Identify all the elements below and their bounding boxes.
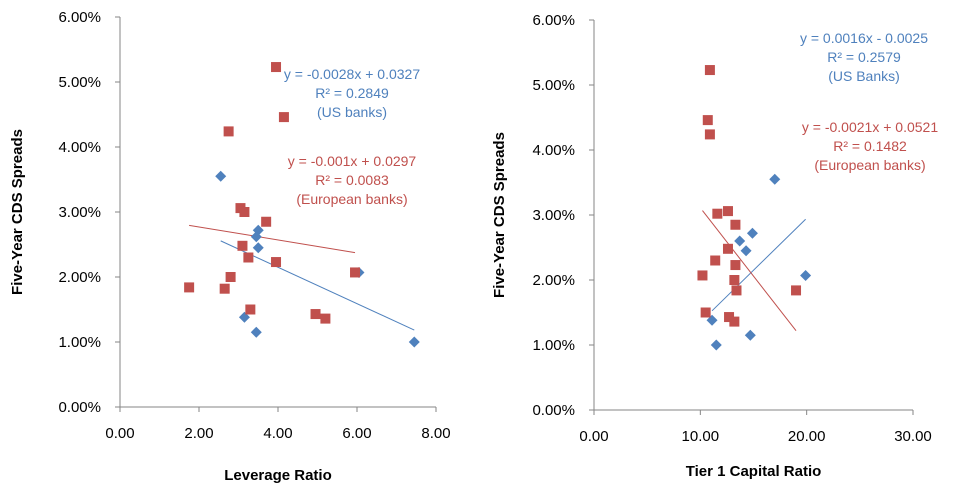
eu-point [730, 260, 741, 271]
us-point [800, 269, 812, 281]
y-tick-label: 3.00% [58, 204, 101, 221]
eu-point [271, 62, 282, 73]
us-regression-label: (US Banks) [828, 68, 900, 84]
us-point [710, 339, 722, 351]
us-regression-label: R² = 0.2579 [827, 49, 901, 65]
us-point [706, 314, 718, 326]
eu-regression-label: R² = 0.1482 [833, 138, 907, 154]
eu-regression-label: y = -0.0021x + 0.0521 [802, 119, 938, 135]
x-tick-label: 8.00 [421, 425, 450, 442]
eu-point [223, 126, 234, 137]
y-tick-label: 0.00% [58, 399, 101, 416]
eu-point [225, 272, 236, 282]
y-tick-label: 1.00% [532, 337, 575, 354]
us-point [408, 336, 420, 348]
eu-point [697, 270, 708, 281]
eu-point [731, 285, 742, 296]
eu-regression-label: R² = 0.0083 [315, 172, 389, 188]
y-tick-label: 6.00% [532, 12, 575, 29]
y-tick-label: 1.00% [58, 334, 101, 351]
x-tick-label: 10.00 [682, 428, 720, 445]
eu-point [219, 283, 230, 294]
eu-point [700, 307, 711, 318]
tier1-capital-ratio-chart: 0.00% 1.00% 2.00% 3.00% 4.00% 5.00% 6.00% 0.00 1… [491, 12, 938, 480]
eu-point [712, 208, 723, 219]
y-tick-label: 6.00% [58, 9, 101, 26]
us-point [252, 242, 264, 254]
us-trendline [711, 218, 806, 312]
eu-trendline [702, 210, 797, 332]
x-tick-label: 20.00 [788, 428, 826, 445]
eu-point [722, 243, 733, 254]
y-tick-label: 2.00% [58, 269, 101, 286]
us-point [734, 235, 746, 247]
y-tick-label: 5.00% [532, 77, 575, 94]
x-tick-label: 30.00 [894, 428, 932, 445]
eu-point [730, 219, 741, 230]
y-tick-label: 4.00% [532, 142, 575, 159]
eu-point [729, 316, 740, 327]
x-tick-label: 4.00 [263, 425, 292, 442]
us-point [215, 170, 227, 182]
us-regression-label: y = -0.0028x + 0.0327 [284, 66, 420, 82]
y-tick-label: 5.00% [58, 74, 101, 91]
eu-point [245, 304, 256, 315]
us-point [744, 329, 756, 341]
us-point [740, 245, 752, 257]
eu-point [271, 257, 282, 268]
x-tick-label: 0.00 [579, 428, 608, 445]
y-axis-title: Five-Year CDS Spreads [491, 132, 508, 298]
us-regression-label: (US banks) [317, 104, 387, 120]
us-point [769, 173, 781, 185]
eu-point [184, 282, 195, 293]
y-tick-label: 2.00% [532, 272, 575, 289]
eu-point [710, 255, 721, 266]
eu-point [350, 267, 361, 278]
eu-trendline [189, 224, 356, 254]
eu-point [310, 309, 321, 320]
us-point [238, 311, 250, 323]
x-axis-title: Tier 1 Capital Ratio [686, 463, 822, 480]
eu-point [722, 206, 733, 217]
eu-point [278, 112, 289, 123]
eu-point [729, 275, 740, 285]
eu-regression-label: y = -0.001x + 0.0297 [288, 153, 417, 169]
eu-point [261, 216, 272, 227]
us-point [746, 227, 758, 239]
eu-regression-label: (European banks) [296, 191, 407, 207]
y-tick-label: 0.00% [532, 402, 575, 419]
x-tick-label: 6.00 [342, 425, 371, 442]
x-tick-label: 2.00 [184, 425, 213, 442]
us-regression-label: y = 0.0016x - 0.0025 [800, 30, 928, 46]
eu-point [243, 252, 254, 263]
x-axis-title: Leverage Ratio [224, 467, 332, 484]
eu-point [724, 312, 735, 323]
us-regression-label: R² = 0.2849 [315, 85, 389, 101]
eu-point [704, 129, 715, 140]
leverage-ratio-chart: 0.00% 1.00% 2.00% 3.00% 4.00% 5.00% 6.00% 0.00 2… [9, 9, 451, 484]
y-axis-title: Five-Year CDS Spreads [9, 129, 26, 295]
eu-point [702, 115, 713, 126]
eu-point [239, 207, 250, 217]
eu-point [237, 240, 248, 251]
us-point [250, 231, 262, 243]
y-tick-label: 4.00% [58, 139, 101, 156]
eu-regression-label: (European banks) [814, 157, 925, 173]
eu-point [704, 65, 715, 76]
us-point [250, 326, 262, 338]
eu-point [320, 313, 331, 324]
y-tick-label: 3.00% [532, 207, 575, 224]
x-tick-label: 0.00 [105, 425, 134, 442]
eu-point [791, 285, 802, 296]
